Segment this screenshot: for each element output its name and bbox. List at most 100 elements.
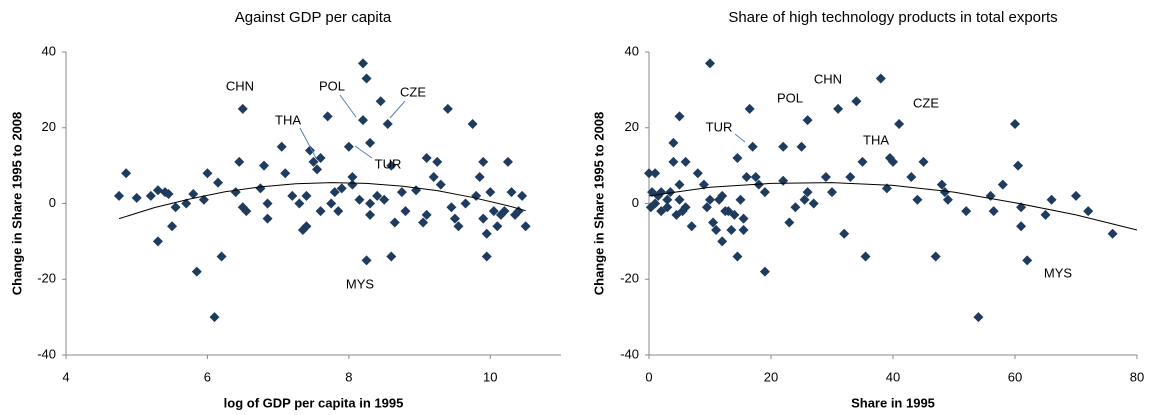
- point: [726, 225, 737, 236]
- point: [839, 228, 850, 239]
- point: [796, 141, 807, 152]
- point: [216, 251, 227, 262]
- point: [241, 206, 252, 217]
- point: [333, 206, 344, 217]
- point: [386, 160, 397, 171]
- annotation: TUR: [706, 119, 733, 134]
- point: [906, 171, 917, 182]
- point: [499, 206, 510, 217]
- x-tick-label: 40: [886, 369, 900, 384]
- annotation: THA: [863, 132, 889, 147]
- point: [738, 213, 749, 224]
- leader-line: [354, 145, 373, 159]
- point: [467, 118, 478, 129]
- x-tick-label: 6: [204, 369, 211, 384]
- point: [400, 206, 411, 217]
- point: [209, 312, 220, 323]
- point: [326, 198, 337, 209]
- point: [973, 312, 984, 323]
- point: [485, 187, 496, 198]
- point: [152, 185, 163, 196]
- point: [665, 187, 676, 198]
- x-tick-label: 4: [62, 369, 69, 384]
- y-tick-label: 0: [49, 195, 56, 210]
- y-tick-label: -20: [620, 271, 639, 286]
- point: [674, 179, 685, 190]
- x-tick-label: 0: [645, 369, 652, 384]
- point: [262, 213, 273, 224]
- point: [492, 221, 503, 232]
- point: [650, 198, 661, 209]
- point: [833, 103, 844, 114]
- x-tick-label: 80: [1130, 369, 1144, 384]
- point: [674, 194, 685, 205]
- point: [474, 171, 485, 182]
- point: [347, 171, 358, 182]
- point: [520, 221, 531, 232]
- point: [329, 187, 340, 198]
- annotation: THA: [275, 112, 301, 127]
- point: [389, 217, 400, 228]
- point: [255, 183, 266, 194]
- point: [198, 194, 209, 205]
- point: [735, 194, 746, 205]
- point: [361, 255, 372, 266]
- point: [304, 145, 315, 156]
- point: [942, 194, 953, 205]
- point: [997, 179, 1008, 190]
- point: [167, 221, 178, 232]
- annotation: CZE: [913, 95, 939, 110]
- point: [276, 141, 287, 152]
- point: [152, 236, 163, 247]
- point: [361, 73, 372, 84]
- point: [784, 217, 795, 228]
- point: [365, 137, 376, 148]
- point: [322, 111, 333, 122]
- leader-line: [734, 133, 746, 143]
- point: [191, 266, 202, 277]
- annotation: POL: [319, 78, 345, 93]
- point: [502, 156, 513, 167]
- point: [478, 213, 489, 224]
- point: [343, 141, 354, 152]
- point: [732, 153, 743, 164]
- point: [432, 156, 443, 167]
- point: [188, 189, 199, 200]
- point: [481, 228, 492, 239]
- point: [939, 187, 950, 198]
- point: [365, 209, 376, 220]
- point: [717, 236, 728, 247]
- point: [301, 221, 312, 232]
- y-tick-label: 20: [42, 119, 56, 134]
- point: [686, 221, 697, 232]
- point: [680, 202, 691, 213]
- point: [1016, 221, 1027, 232]
- point: [802, 187, 813, 198]
- point: [1040, 209, 1051, 220]
- point: [680, 156, 691, 167]
- point: [738, 225, 749, 236]
- point: [202, 168, 213, 179]
- chart-title: Share of high technology products in tot…: [728, 9, 1057, 26]
- point: [411, 185, 422, 196]
- point: [827, 187, 837, 198]
- point: [365, 198, 376, 209]
- point: [662, 202, 673, 213]
- point: [1010, 118, 1020, 129]
- point: [698, 179, 709, 190]
- point: [396, 187, 407, 198]
- point: [517, 190, 528, 201]
- x-tick-label: 10: [483, 369, 497, 384]
- trend-line: [648, 182, 1138, 231]
- annotation: CHN: [226, 78, 254, 93]
- point: [662, 194, 673, 205]
- y-tick-label: -40: [620, 346, 639, 361]
- point: [294, 198, 305, 209]
- x-tick-label: 8: [345, 369, 352, 384]
- point: [778, 175, 789, 186]
- point: [358, 58, 368, 69]
- point: [213, 177, 224, 188]
- point: [732, 251, 743, 262]
- annotation: CZE: [400, 84, 426, 99]
